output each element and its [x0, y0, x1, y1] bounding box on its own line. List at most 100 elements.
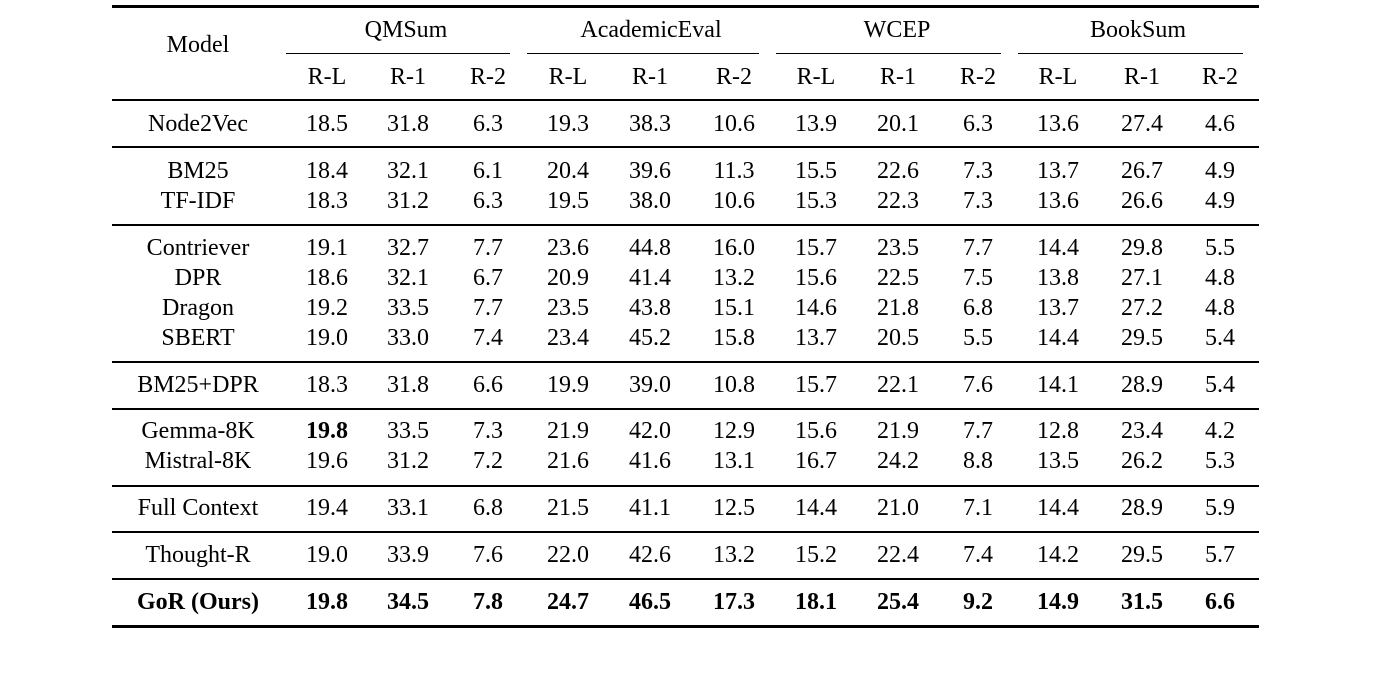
score-cell: 13.1	[713, 448, 755, 474]
dataset-header-academiceval: AcademicEval	[580, 17, 722, 43]
score-cell: 6.3	[473, 188, 503, 214]
score-cell: 14.2	[1037, 542, 1079, 568]
score-cell: 27.1	[1121, 265, 1163, 291]
score-cell: 32.7	[387, 235, 429, 261]
score-cell: 14.4	[1037, 325, 1079, 351]
score-cell: 22.5	[877, 265, 919, 291]
score-cell: 7.7	[963, 235, 993, 261]
metric-header: R-1	[1124, 64, 1160, 90]
score-cell: 5.4	[1205, 372, 1235, 398]
dataset-header-wcep: WCEP	[863, 17, 931, 43]
model-name: TF-IDF	[160, 188, 236, 214]
group-separator	[112, 485, 1259, 487]
score-cell: 15.6	[795, 265, 837, 291]
score-cell: 15.3	[795, 188, 837, 214]
score-cell: 13.8	[1037, 265, 1079, 291]
score-cell: 26.7	[1121, 158, 1163, 184]
score-cell: 13.7	[1037, 295, 1079, 321]
score-cell: 14.1	[1037, 372, 1079, 398]
bottom-rule	[112, 625, 1259, 628]
score-cell: 7.8	[473, 589, 503, 615]
metric-header: R-2	[470, 64, 506, 90]
metric-header: R-1	[880, 64, 916, 90]
score-cell: 34.5	[387, 589, 429, 615]
metric-header: R-2	[960, 64, 996, 90]
score-cell: 46.5	[629, 589, 671, 615]
score-cell: 21.6	[547, 448, 589, 474]
score-cell: 6.7	[473, 265, 503, 291]
score-cell: 41.1	[629, 495, 671, 521]
score-cell: 21.0	[877, 495, 919, 521]
score-cell: 10.6	[713, 188, 755, 214]
score-cell: 38.3	[629, 111, 671, 137]
model-name: DPR	[174, 265, 222, 291]
score-cell: 21.9	[547, 418, 589, 444]
model-name: Full Context	[137, 495, 259, 521]
score-cell: 33.1	[387, 495, 429, 521]
score-cell: 31.2	[387, 188, 429, 214]
cmidrule-qmsum	[286, 53, 510, 55]
score-cell: 21.8	[877, 295, 919, 321]
model-name: BM25+DPR	[137, 372, 259, 398]
score-cell: 23.4	[1121, 418, 1163, 444]
score-cell: 23.6	[547, 235, 589, 261]
group-separator	[112, 531, 1259, 533]
score-cell: 31.8	[387, 372, 429, 398]
model-name: BM25	[167, 158, 229, 184]
score-cell: 39.6	[629, 158, 671, 184]
score-cell: 5.4	[1205, 325, 1235, 351]
score-cell: 31.8	[387, 111, 429, 137]
score-cell: 45.2	[629, 325, 671, 351]
score-cell: 31.2	[387, 448, 429, 474]
score-cell: 24.7	[547, 589, 589, 615]
score-cell: 13.6	[1037, 188, 1079, 214]
score-cell: 19.3	[547, 111, 589, 137]
score-cell: 19.1	[306, 235, 348, 261]
score-cell: 6.8	[473, 495, 503, 521]
model-name: Gemma-8K	[141, 418, 255, 444]
score-cell: 19.4	[306, 495, 348, 521]
score-cell: 4.9	[1205, 158, 1235, 184]
score-cell: 21.5	[547, 495, 589, 521]
score-cell: 13.2	[713, 265, 755, 291]
score-cell: 19.2	[306, 295, 348, 321]
score-cell: 27.2	[1121, 295, 1163, 321]
score-cell: 39.0	[629, 372, 671, 398]
score-cell: 23.5	[877, 235, 919, 261]
dataset-header-booksum: BookSum	[1089, 17, 1187, 43]
score-cell: 7.3	[963, 188, 993, 214]
score-cell: 18.5	[306, 111, 348, 137]
header-rule	[112, 99, 1259, 101]
score-cell: 4.8	[1205, 295, 1235, 321]
score-cell: 33.5	[387, 418, 429, 444]
score-cell: 29.8	[1121, 235, 1163, 261]
score-cell: 14.4	[795, 495, 837, 521]
score-cell: 7.6	[473, 542, 503, 568]
score-cell: 15.8	[713, 325, 755, 351]
model-name: Thought-R	[145, 542, 251, 568]
score-cell: 15.5	[795, 158, 837, 184]
score-cell: 14.9	[1037, 589, 1079, 615]
score-cell: 5.5	[1205, 235, 1235, 261]
score-cell: 26.2	[1121, 448, 1163, 474]
score-cell: 20.4	[547, 158, 589, 184]
score-cell: 5.7	[1205, 542, 1235, 568]
score-cell: 32.1	[387, 265, 429, 291]
score-cell: 14.4	[1037, 495, 1079, 521]
score-cell: 7.1	[963, 495, 993, 521]
group-separator	[112, 361, 1259, 363]
score-cell: 25.4	[877, 589, 919, 615]
score-cell: 7.7	[473, 235, 503, 261]
score-cell: 18.6	[306, 265, 348, 291]
score-cell: 23.4	[547, 325, 589, 351]
model-name: GoR (Ours)	[137, 589, 259, 615]
score-cell: 29.5	[1121, 325, 1163, 351]
score-cell: 18.3	[306, 188, 348, 214]
score-cell: 13.7	[1037, 158, 1079, 184]
score-cell: 6.3	[963, 111, 993, 137]
score-cell: 15.7	[795, 372, 837, 398]
score-cell: 32.1	[387, 158, 429, 184]
score-cell: 15.7	[795, 235, 837, 261]
score-cell: 18.4	[306, 158, 348, 184]
score-cell: 42.0	[629, 418, 671, 444]
